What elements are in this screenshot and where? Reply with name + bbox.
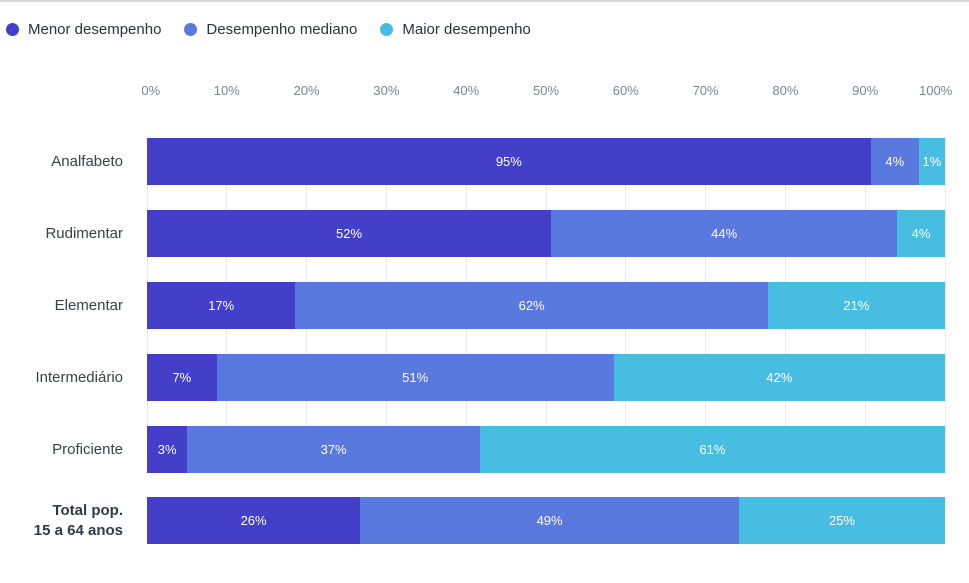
bar-segment-maior-desempenho: 21% <box>767 282 946 329</box>
bar-segment-maior-desempenho: 42% <box>613 354 946 401</box>
axis-tick-label: 30% <box>373 83 400 98</box>
bar-segment-maior-desempenho: 61% <box>479 426 945 473</box>
bar-segment-menor-desempenho: 52% <box>147 210 552 257</box>
bar-segment-desempenho-mediano: 37% <box>187 426 480 473</box>
bar-segment-desempenho-mediano: 51% <box>216 354 614 401</box>
legend-dot-menor-desempenho-icon <box>6 23 19 36</box>
legend: Menor desempenho Desempenho mediano Maio… <box>6 21 531 38</box>
segment-value-label: 62% <box>518 298 545 313</box>
bar-segment-desempenho-mediano: 44% <box>551 210 898 257</box>
bar-segment-menor-desempenho: 95% <box>147 138 871 185</box>
segment-value-label: 17% <box>208 298 235 313</box>
category-label: Analfabeto <box>51 152 123 170</box>
legend-label-menor-desempenho: Menor desempenho <box>28 21 162 38</box>
plot-area: 95% 4% 1% 52% 44% 4% 17% 62% 21% 7% 51% 42% 3% 37% 61%… <box>146 0 946 583</box>
axis-tick-label: 90% <box>852 83 879 98</box>
bar-segment-maior-desempenho: 1% <box>918 138 945 185</box>
category-label: Total pop. 15 a 64 anos <box>33 502 123 539</box>
bar-segment-menor-desempenho: 7% <box>147 354 217 401</box>
bar-segment-desempenho-mediano: 4% <box>870 138 919 185</box>
legend-label-desempenho-mediano: Desempenho mediano <box>206 21 358 38</box>
axis-tick-label: 0% <box>141 83 161 98</box>
category-labels: Analfabeto Rudimentar Elementar Intermediár… <box>0 0 123 583</box>
segment-value-label: 51% <box>402 370 429 385</box>
category-label: Proficiente <box>52 440 123 458</box>
bar-row: 95% 4% 1% <box>147 138 945 185</box>
axis-tick-label: 70% <box>692 83 719 98</box>
axis-tick-label: 40% <box>453 83 480 98</box>
axis-tick-label: 10% <box>213 83 240 98</box>
legend-label-maior-desempenho: Maior desempenho <box>402 21 531 38</box>
segment-value-label: 37% <box>320 442 347 457</box>
segment-value-label: 4% <box>885 154 905 169</box>
segment-value-label: 49% <box>536 513 563 528</box>
segment-value-label: 25% <box>828 513 855 528</box>
segment-value-label: 52% <box>336 226 363 241</box>
top-divider <box>0 0 969 2</box>
category-label: Intermediário <box>35 368 123 386</box>
segment-value-label: 3% <box>157 442 177 457</box>
bar-row: 26% 49% 25% <box>147 497 945 544</box>
axis-tick-label: 80% <box>772 83 799 98</box>
segment-value-label: 26% <box>240 513 267 528</box>
bar-segment-desempenho-mediano: 49% <box>360 497 739 544</box>
segment-value-label: 1% <box>922 154 942 169</box>
bar-segment-maior-desempenho: 25% <box>738 497 945 544</box>
bar-row: 52% 44% 4% <box>147 210 945 257</box>
bar-segment-maior-desempenho: 4% <box>897 210 945 257</box>
axis-tick-label: 50% <box>532 83 560 98</box>
bar-segment-menor-desempenho: 26% <box>147 497 361 544</box>
bar-row: 17% 62% 21% <box>147 282 946 329</box>
axis-tick-label: 100% <box>919 83 953 98</box>
bar-segment-desempenho-mediano: 62% <box>295 282 768 329</box>
legend-item-maior-desempenho[interactable]: Maior desempenho <box>380 21 531 38</box>
bar-segment-menor-desempenho: 3% <box>147 426 188 473</box>
bar-segment-menor-desempenho: 17% <box>147 282 296 329</box>
legend-dot-desempenho-mediano-icon <box>184 23 198 36</box>
legend-item-desempenho-mediano[interactable]: Desempenho mediano <box>184 21 357 38</box>
segment-value-label: 7% <box>172 370 192 385</box>
axis-tick-label: 20% <box>293 83 320 98</box>
segment-value-label: 4% <box>911 226 931 241</box>
x-axis: 0% 10% 20% 30% 40% 50% 60% 70% 80% 90% 100% <box>141 83 952 99</box>
category-label: Rudimentar <box>45 224 123 242</box>
axis-tick-label: 60% <box>612 83 639 98</box>
bar-row: 7% 51% 42% <box>147 354 946 401</box>
segment-value-label: 42% <box>766 370 793 385</box>
category-label: Elementar <box>54 296 123 314</box>
segment-value-label: 44% <box>711 226 738 241</box>
segment-value-label: 61% <box>699 442 726 457</box>
segment-value-label: 95% <box>495 154 522 169</box>
legend-dot-maior-desempenho-icon <box>380 23 394 36</box>
bar-row: 3% 37% 61% <box>147 426 945 473</box>
segment-value-label: 21% <box>843 298 870 313</box>
legend-item-menor-desempenho[interactable]: Menor desempenho <box>6 21 161 38</box>
